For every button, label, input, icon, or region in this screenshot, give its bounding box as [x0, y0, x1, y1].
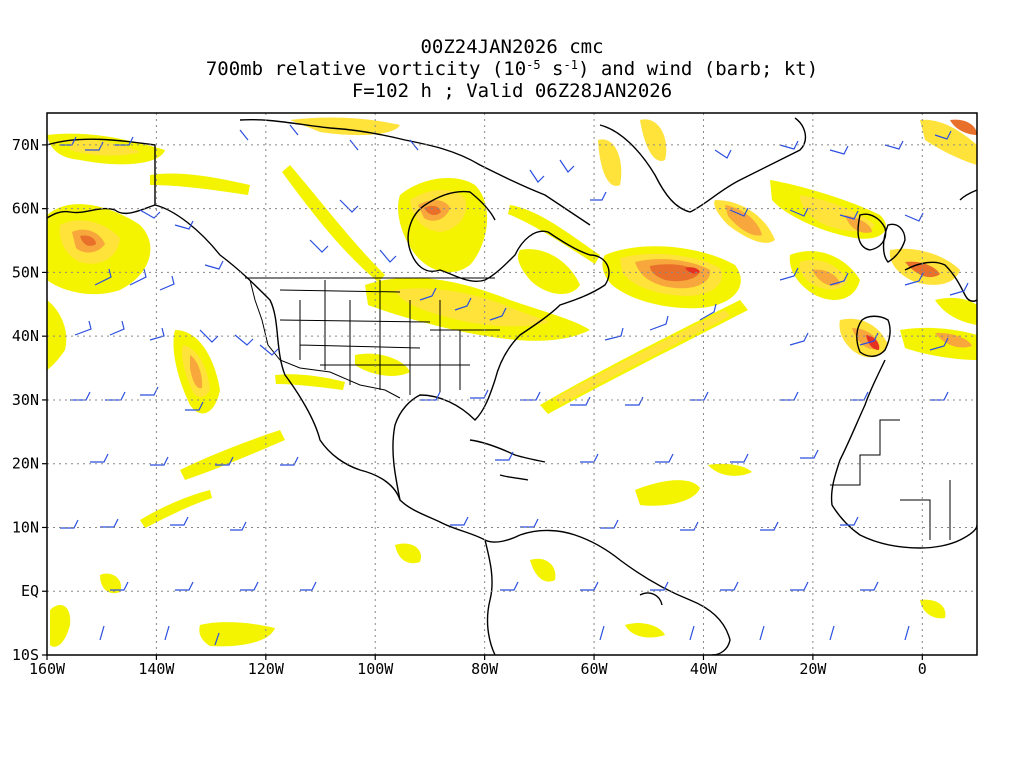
- x-tick-label: 140W: [138, 660, 175, 678]
- y-tick-label: 30N: [12, 391, 39, 409]
- borders: [245, 277, 951, 540]
- coastlines: [47, 117, 977, 655]
- y-tick-label: 50N: [12, 263, 39, 281]
- x-tick-label: 20W: [799, 660, 827, 678]
- map-frame: [46, 112, 978, 656]
- y-axis-labels: 70N 60N 50N 40N 30N 20N 10N EQ 10S: [12, 136, 39, 664]
- title-field: 700mb relative vorticity (10-5 s-1) and …: [205, 58, 819, 80]
- x-tick-label: 0: [918, 660, 927, 678]
- y-tick-label: 20N: [12, 455, 39, 473]
- axis-ticks: [42, 144, 923, 660]
- y-tick-label: 70N: [12, 136, 39, 154]
- title-valid: F=102 h ; Valid 06Z28JAN2026: [351, 80, 673, 102]
- x-tick-label: 120W: [248, 660, 285, 678]
- x-tick-label: 100W: [357, 660, 394, 678]
- x-axis-labels: 160W 140W 120W 100W 80W 60W 40W 20W 0: [29, 660, 927, 678]
- y-tick-label: 60N: [12, 200, 39, 218]
- y-tick-label: EQ: [21, 582, 39, 600]
- x-tick-label: 80W: [471, 660, 499, 678]
- wind-barbs: [60, 124, 969, 646]
- vorticity-shading: [47, 117, 977, 647]
- y-tick-label: 10S: [12, 646, 39, 664]
- title-run: 00Z24JAN2026 cmc: [420, 36, 604, 58]
- x-tick-label: 40W: [690, 660, 718, 678]
- x-tick-label: 60W: [581, 660, 609, 678]
- map-title: 00Z24JAN2026 cmc 700mb relative vorticit…: [0, 36, 1024, 102]
- gridlines: [47, 113, 977, 655]
- x-tick-label: 160W: [29, 660, 66, 678]
- y-tick-label: 40N: [12, 327, 39, 345]
- y-tick-label: 10N: [12, 518, 39, 536]
